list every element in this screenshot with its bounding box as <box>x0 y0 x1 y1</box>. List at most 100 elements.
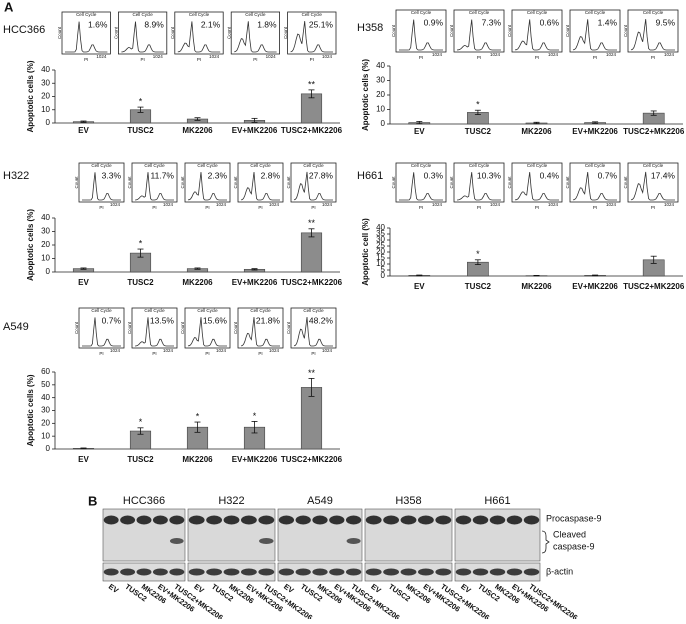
inset-label: 2.8% <box>261 170 281 180</box>
inset-title: Cell Cycle <box>527 163 548 168</box>
blot-band <box>473 516 488 525</box>
inset-frame <box>79 163 124 202</box>
inset-title: Cell Cycle <box>144 163 165 168</box>
blot-band <box>312 516 327 525</box>
inset-label: 25.1% <box>309 19 334 29</box>
band-label: caspase-9 <box>553 541 595 551</box>
x-tick-label: TUSC2+MK2206 <box>281 278 343 287</box>
inset-title: Cell Cycle <box>303 308 324 313</box>
inset-x-label: PI <box>535 55 539 60</box>
chart-title: H322 <box>3 170 29 182</box>
x-tick-label: EV <box>78 278 89 287</box>
blot-band <box>490 516 505 525</box>
y-axis-label: Apoptotic cell (%) <box>361 218 370 286</box>
blot-band <box>347 538 361 544</box>
inset-x-label: PI <box>205 205 209 210</box>
inset-y-label: Count <box>565 176 570 189</box>
inset-x-max: 1024 <box>163 202 174 207</box>
inset-title: Cell Cycle <box>76 12 97 17</box>
inset-label: 1.4% <box>598 17 618 27</box>
band-label: β-actin <box>546 566 573 576</box>
y-tick-label: 40 <box>376 223 385 232</box>
y-tick-label: 0 <box>46 118 51 127</box>
blot-band <box>366 516 382 525</box>
inset-frame <box>570 163 620 202</box>
inset-x-label: PI <box>593 55 597 60</box>
inset-x-label: PI <box>311 351 315 356</box>
inset-y-label: Count <box>180 176 185 189</box>
significance: * <box>139 238 143 248</box>
significance: * <box>196 411 200 421</box>
inset-title: Cell Cycle <box>189 12 210 17</box>
inset-x-max: 1024 <box>322 202 333 207</box>
y-tick-label: 30 <box>41 78 50 87</box>
inset-y-label: Count <box>57 26 62 39</box>
inset-x-max: 1024 <box>606 52 617 57</box>
significance: * <box>139 417 143 427</box>
error-bar <box>81 448 87 449</box>
inset-label: 3.3% <box>102 170 122 180</box>
inset-label: 2.1% <box>201 19 221 29</box>
y-tick-label: 40 <box>376 61 385 70</box>
inset-x-max: 1024 <box>216 202 227 207</box>
error-bar <box>592 275 598 276</box>
inset-frame <box>291 308 336 348</box>
inset-y-label: Count <box>449 24 454 37</box>
inset-x-max: 1024 <box>209 54 220 59</box>
x-tick-label: TUSC2+MK2206 <box>281 126 343 135</box>
x-tick-label: EV <box>414 127 425 136</box>
inset-label: 2.3% <box>208 170 228 180</box>
inset-frame <box>628 163 678 202</box>
blot-band <box>418 516 434 525</box>
y-tick-label: 20 <box>41 92 50 101</box>
inset-frame <box>132 308 177 348</box>
inset-x-label: PI <box>419 55 423 60</box>
blot-band <box>224 569 240 576</box>
inset-y-label: Count <box>74 176 79 189</box>
inset-title: Cell Cycle <box>132 12 153 17</box>
inset-frame <box>132 163 177 202</box>
inset-x-max: 1024 <box>163 348 174 353</box>
inset-title: Cell Cycle <box>197 308 218 313</box>
inset-frame <box>396 163 446 202</box>
inset-y-label: Count <box>127 321 132 334</box>
inset-label: 1.6% <box>88 19 108 29</box>
x-tick-label: EV <box>78 455 89 464</box>
blot-band <box>473 569 488 576</box>
inset-x-label: PI <box>477 205 481 210</box>
inset-x-max: 1024 <box>266 54 277 59</box>
inset-frame <box>185 308 230 348</box>
blot-group: HCC366 <box>123 495 165 507</box>
inset-x-label: PI <box>140 57 144 62</box>
blot-band <box>329 569 344 576</box>
blot-band <box>435 569 451 576</box>
inset-x-max: 1024 <box>664 52 675 57</box>
blot-band <box>524 516 539 525</box>
inset-y-label: Count <box>233 176 238 189</box>
x-tick-label: MK2206 <box>521 127 552 136</box>
inset-x-label: PI <box>84 57 88 62</box>
inset-y-label: Count <box>74 321 79 334</box>
inset-x-label: PI <box>593 205 597 210</box>
inset-x-label: PI <box>253 57 257 62</box>
blot-band <box>153 569 168 576</box>
x-tick-label: TUSC2 <box>127 278 154 287</box>
blot-band <box>383 569 399 576</box>
inset-y-label: Count <box>391 176 396 189</box>
x-tick-label: EV+MK2206 <box>572 282 618 291</box>
blot-group: A549 <box>307 495 333 507</box>
inset-label: 11.7% <box>151 170 175 180</box>
inset-title: Cell Cycle <box>250 163 271 168</box>
inset-title: Cell Cycle <box>643 10 664 15</box>
inset-frame <box>185 163 230 202</box>
chart-title: HCC366 <box>3 24 45 36</box>
chart-title: H661 <box>357 170 383 182</box>
blot-band <box>104 569 119 576</box>
y-tick-label: 60 <box>41 367 50 376</box>
significance: * <box>476 249 480 259</box>
inset-y-label: Count <box>180 321 185 334</box>
inset-y-label: Count <box>286 321 291 334</box>
x-tick-label: MK2206 <box>182 455 213 464</box>
y-tick-label: 0 <box>46 444 51 453</box>
blot-band <box>296 516 311 525</box>
